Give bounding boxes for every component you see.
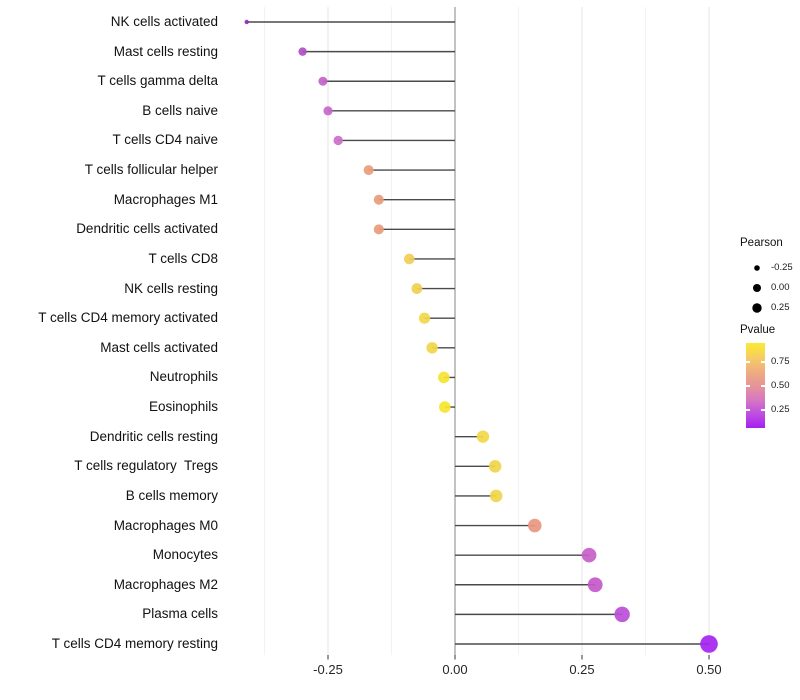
x-axis-tick-label: 0.25 — [569, 662, 595, 677]
data-point — [476, 430, 490, 443]
minor-gridlines — [264, 7, 646, 655]
data-point — [318, 76, 328, 86]
colorbar-tick — [746, 385, 750, 387]
y-axis-label: T cells CD4 naive — [112, 132, 218, 148]
size-legend-label: 0.25 — [771, 302, 790, 313]
lollipop-points — [244, 19, 718, 653]
data-point — [373, 194, 384, 205]
size-legend-label: 0.00 — [771, 282, 790, 293]
x-axis-ticks — [327, 655, 710, 660]
y-axis-label: T cells regulatory Tregs — [74, 458, 218, 474]
data-point — [411, 283, 423, 294]
y-axis-label: B cells memory — [125, 487, 218, 503]
color-legend-title: Pvalue — [740, 324, 776, 336]
data-point — [581, 547, 597, 563]
y-axis-label: Dendritic cells activated — [76, 221, 218, 237]
y-axis-label: Dendritic cells resting — [89, 428, 218, 444]
x-axis-tick-label: 0.50 — [696, 662, 722, 677]
y-axis-label: Monocytes — [152, 547, 218, 563]
y-axis-label: Eosinophils — [148, 399, 218, 415]
data-point — [489, 489, 503, 503]
data-point — [363, 165, 374, 176]
colorbar-tick — [746, 361, 750, 363]
y-axis-label: NK cells resting — [124, 280, 218, 296]
y-axis-label: Macrophages M1 — [113, 191, 218, 207]
data-point — [439, 401, 451, 413]
colorbar-tick — [761, 385, 765, 387]
size-legend-dot — [752, 303, 762, 313]
data-point — [244, 19, 249, 25]
colorbar-label: 0.50 — [771, 380, 790, 391]
data-point — [418, 312, 431, 324]
data-point — [298, 47, 307, 56]
x-axis-tick-label: -0.25 — [313, 662, 343, 677]
data-point — [426, 342, 438, 354]
data-point — [373, 224, 384, 235]
y-axis-label: T cells follicular helper — [84, 162, 218, 178]
data-point — [438, 371, 450, 384]
data-point — [614, 606, 630, 623]
data-point — [587, 577, 603, 593]
colorbar-label: 0.25 — [771, 404, 790, 415]
y-axis-label: NK cells activated — [110, 14, 218, 29]
y-axis-label: Mast cells activated — [100, 339, 218, 355]
y-axis-label: T cells CD4 memory activated — [38, 310, 218, 326]
data-point — [323, 106, 333, 116]
y-axis-label: T cells CD4 memory resting — [51, 635, 218, 651]
colorbar-tick — [761, 361, 765, 363]
colorbar-tick — [746, 409, 750, 411]
data-point — [527, 518, 542, 533]
y-axis-label: Plasma cells — [142, 606, 218, 622]
size-legend-key — [753, 284, 761, 292]
size-legend-dot — [753, 284, 761, 292]
size-legend-title: Pearson — [740, 237, 783, 249]
colorbar-tick — [761, 409, 765, 411]
lollipop-stems — [246, 21, 709, 645]
size-legend-key — [752, 303, 762, 313]
data-point — [700, 635, 718, 653]
y-axis-label: Macrophages M2 — [113, 576, 218, 592]
y-axis-label: B cells naive — [142, 102, 218, 118]
y-axis-label: Neutrophils — [149, 369, 218, 385]
y-axis-label: Mast cells resting — [113, 43, 218, 59]
size-legend-label: -0.25 — [771, 262, 793, 273]
colorbar-label: 0.75 — [771, 356, 790, 367]
data-point — [333, 135, 343, 146]
x-axis-tick-label: 0.00 — [442, 662, 468, 677]
pvalue-colorbar — [746, 343, 765, 428]
data-point — [488, 459, 502, 473]
size-legend-dot — [754, 265, 760, 271]
y-axis-label: T cells gamma delta — [97, 73, 218, 89]
y-axis-label: Macrophages M0 — [113, 517, 218, 533]
y-axis-label: T cells CD8 — [148, 250, 218, 266]
size-legend-key — [754, 265, 760, 271]
data-point — [403, 253, 415, 265]
